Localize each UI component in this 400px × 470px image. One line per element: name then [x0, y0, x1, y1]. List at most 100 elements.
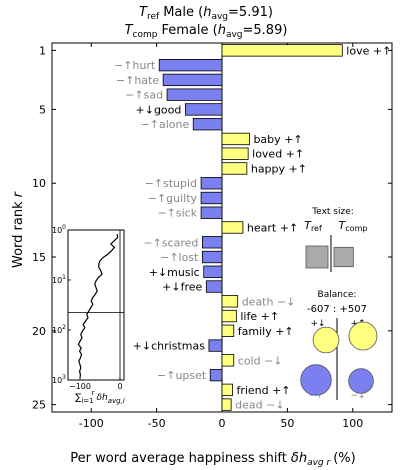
title-line-1: Tref Male (havg=5.91) [139, 5, 273, 22]
x-axis-label-sym: δh [291, 451, 307, 466]
word-label-life: life +↑ [240, 310, 279, 323]
inset-y-tick-label: 100 [52, 224, 66, 235]
word-label-music: +↓music [149, 266, 200, 279]
balance-panel: Balance: -607 : +507 +↓ +↑ −↑ −↓ [300, 290, 378, 401]
x-tick-label: 100 [342, 417, 363, 430]
inset-x-label-sym: δh [96, 393, 108, 403]
title-1-h-sub: avg [211, 12, 228, 22]
inset-y-tick-base: 10 [52, 326, 62, 335]
balance-label-bottom-left: −↑ [308, 391, 323, 401]
text-size-ref-main: T [304, 219, 312, 232]
word-label-stupid: −↑stupid [145, 177, 197, 190]
y-tick-label: 20 [32, 325, 46, 338]
bar-scared [201, 236, 223, 249]
inset-x-tick-label: 0 [117, 382, 122, 391]
title-2-sym: T [125, 23, 134, 38]
text-size-comp-box [333, 246, 354, 268]
bar-cold [221, 354, 235, 367]
inset-x-tick-label: −100 [69, 382, 91, 391]
bar-love [221, 44, 343, 57]
bar-music [203, 265, 223, 278]
title-2-h-sub: avg [226, 30, 243, 40]
bar-heart [221, 221, 244, 234]
bar-hurt [158, 58, 223, 72]
x-tick-label: -100 [79, 417, 104, 430]
y-tick-label: 25 [32, 399, 46, 412]
balance-circle-negative-down [348, 368, 374, 394]
balance-circle-positive-down [312, 326, 340, 354]
title-2-eq: =5.89) [243, 23, 288, 38]
text-size-ref-label: Tref [304, 219, 322, 233]
word-label-sad: −↑sad [125, 89, 163, 102]
y-tick-label: 15 [32, 251, 46, 264]
word-label-upset: −↑upset [157, 369, 207, 382]
word-label-hurt: −↑hurt [114, 59, 156, 72]
bar-dead [221, 398, 232, 411]
balance-circle-negative-up [300, 364, 332, 396]
inset-y-tick-exp: 2 [62, 324, 66, 331]
inset-y-tick-label: 102 [52, 324, 66, 335]
word-label-happy: happy +↑ [251, 162, 307, 175]
title-2-text: Female ( [161, 23, 217, 38]
balance-title: Balance: [318, 290, 357, 300]
x-tick-label: 50 [280, 417, 294, 430]
balance-label-top-left: +↓ [310, 319, 325, 329]
text-size-comp-sub: comp [345, 224, 367, 233]
x-axis-label-text: Per word average happiness shift [70, 451, 287, 466]
word-label-scared: −↑scared [143, 236, 198, 249]
bar-stupid [200, 177, 223, 190]
word-label-alone: −↑alone [141, 118, 190, 131]
title-1-text: Male ( [163, 5, 203, 20]
text-size-comp-label: Tcomp [339, 219, 368, 233]
x-tick-label: -50 [148, 417, 166, 430]
bar-alone [192, 118, 223, 131]
balance-values: -607 : +507 [307, 304, 367, 315]
word-label-sick: −↑sick [157, 207, 197, 220]
inset-x-label-sup: r [92, 389, 95, 397]
text-size-ref-sub: ref [311, 224, 322, 233]
inset-y-tick-base: 10 [52, 376, 62, 385]
word-label-free: +↓free [162, 281, 202, 294]
word-label-christmas: +↓christmas [133, 340, 206, 353]
bar-lost [201, 250, 223, 264]
x-axis-label-sub: avg r [307, 458, 331, 468]
inset-x-label-sum: ∑ [75, 393, 81, 403]
bar-sick [200, 206, 223, 219]
title-1-eq: =5.91) [228, 5, 273, 20]
word-label-dead: dead −↓ [235, 399, 284, 412]
inset-y-tick-label: 103 [52, 374, 66, 385]
x-axis-label-suffix: (%) [333, 451, 356, 466]
text-size-ref-box [305, 245, 329, 269]
bar-christmas [208, 339, 223, 352]
word-label-good: +↓good [136, 103, 182, 116]
bar-sad [166, 88, 223, 101]
text-size-panel: Text size: Tref Tcomp [304, 207, 367, 272]
inset-x-label-sub: i=1 [81, 397, 93, 405]
bar-happy [221, 162, 248, 175]
title-line-2: Tcomp Female (havg=5.89) [125, 23, 288, 40]
bar-baby [221, 132, 250, 146]
word-label-guilty: −↑guilty [148, 192, 198, 205]
bar-life [221, 309, 237, 323]
title-1-h: h [203, 5, 211, 20]
bar-friend [221, 383, 233, 397]
word-label-friend: friend +↑ [236, 384, 290, 397]
word-label-love: love +↑ [346, 44, 391, 57]
bar-loved [221, 147, 249, 160]
inset-x-label-sym-sub: avg,i [108, 397, 125, 405]
y-axis-label-text: Word rank [11, 201, 26, 268]
title-1-sym-sub: ref [147, 12, 160, 22]
word-label-loved: loved +↑ [252, 148, 304, 161]
word-label-hate: −↑hate [116, 74, 159, 87]
word-label-death: death −↓ [242, 295, 296, 308]
balance-circle-positive-up [348, 321, 378, 351]
bar-free [205, 280, 223, 293]
word-label-lost: −↑lost [160, 251, 199, 264]
bar-good [184, 103, 223, 116]
y-tick-label: 5 [39, 103, 46, 116]
bar-hate [162, 73, 223, 87]
bar-family [221, 324, 235, 337]
